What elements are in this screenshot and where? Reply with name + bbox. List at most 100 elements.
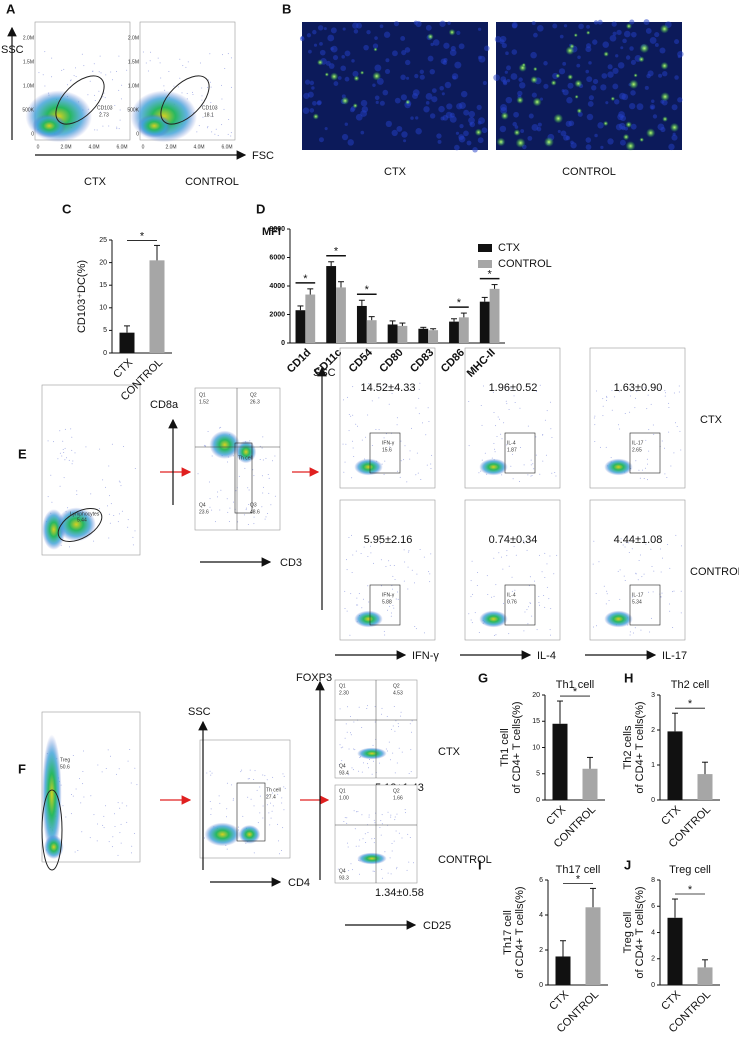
cell-dot	[506, 403, 508, 405]
cell-density	[235, 440, 257, 464]
cell-dot	[82, 783, 84, 785]
cell-dot	[227, 53, 229, 55]
nucleus	[309, 80, 315, 86]
cell-dot	[341, 760, 343, 762]
nucleus	[363, 44, 369, 51]
cell-dot	[268, 812, 270, 814]
cell-dot	[350, 734, 352, 736]
cell-dot	[386, 750, 388, 752]
stained-cell	[448, 28, 456, 36]
cell-dot	[671, 591, 673, 593]
cell-dot	[661, 440, 663, 442]
label: CD86	[439, 347, 467, 375]
nucleus	[394, 97, 401, 104]
cell-dot	[358, 593, 360, 595]
cell-dot	[389, 605, 391, 607]
cell-dot	[393, 607, 395, 609]
cell-dot	[396, 424, 398, 426]
cell-dot	[204, 837, 206, 839]
cell-dot	[493, 595, 495, 597]
nucleus	[429, 113, 436, 119]
cell-density	[357, 747, 387, 760]
cell-dot	[93, 540, 95, 542]
cell-dot	[471, 560, 473, 562]
nucleus	[557, 129, 561, 133]
nucleus	[443, 42, 450, 49]
cell-dot	[394, 816, 396, 818]
cell-dot	[493, 443, 495, 445]
nucleus	[607, 71, 614, 78]
nucleus	[355, 113, 363, 121]
cell-dot	[243, 514, 245, 516]
cell-dot	[192, 94, 194, 96]
cell-dot	[680, 545, 682, 547]
cell-dot	[102, 125, 104, 127]
nucleus	[340, 65, 347, 72]
nucleus	[425, 24, 432, 31]
label: IL-4	[507, 592, 516, 598]
cell-dot	[632, 632, 634, 634]
nucleus	[330, 27, 337, 34]
cell-dot	[628, 542, 630, 544]
nucleus	[415, 116, 419, 120]
cell-dot	[660, 571, 662, 573]
label: Q4	[199, 502, 206, 508]
nucleus	[449, 115, 457, 123]
cell-dot	[619, 569, 621, 571]
cell-dot	[226, 816, 228, 818]
nucleus	[510, 73, 518, 80]
cell-dot	[366, 708, 368, 710]
nucleus	[543, 83, 549, 89]
label: 2.0M	[165, 144, 176, 150]
flow-plot	[194, 387, 281, 531]
label: 6.0M	[221, 144, 232, 150]
cell-dot	[429, 581, 431, 583]
nucleus	[400, 94, 407, 101]
cell-dot	[96, 129, 98, 131]
label: 2.0M	[128, 35, 139, 41]
cell-dot	[492, 391, 494, 393]
cell-dot	[400, 711, 402, 713]
cell-dot	[227, 133, 229, 135]
nucleus	[612, 83, 619, 90]
cell-dot	[228, 521, 230, 523]
cell-dot	[661, 557, 663, 559]
nucleus	[607, 64, 613, 70]
label: Q2	[393, 788, 400, 794]
gate	[160, 75, 210, 125]
cell-dot	[352, 386, 354, 388]
label: 5.44	[77, 517, 87, 523]
cell-dot	[416, 573, 418, 575]
gate	[236, 782, 266, 842]
cell-dot	[368, 814, 370, 816]
cell-dot	[261, 447, 263, 449]
cell-dot	[110, 71, 112, 73]
cell-dot	[394, 819, 396, 821]
cell-dot	[498, 552, 500, 554]
nucleus	[531, 21, 536, 26]
cell-dot	[253, 516, 255, 518]
cell-dot	[210, 774, 212, 776]
cell-dot	[407, 588, 409, 590]
cell-dot	[668, 402, 670, 404]
nucleus	[366, 29, 371, 35]
cell-dot	[256, 789, 258, 791]
cell-dot	[261, 475, 263, 477]
cell-dot	[667, 544, 669, 546]
nucleus	[536, 24, 544, 32]
stained-cell	[659, 24, 670, 34]
nucleus	[477, 27, 482, 31]
cell-dot	[150, 51, 152, 53]
cell-dot	[207, 126, 209, 128]
cell-dot	[53, 441, 55, 443]
cell-dot	[100, 72, 102, 74]
cell-dot	[668, 431, 670, 433]
label: Lymphocytes	[70, 511, 100, 517]
cell-dot	[481, 459, 483, 461]
nucleus	[511, 23, 518, 29]
cell-dot	[551, 472, 553, 474]
cell-dot	[527, 474, 529, 476]
cell-dot	[99, 55, 101, 57]
cell-dot	[408, 773, 410, 775]
stained-cell	[553, 113, 564, 124]
